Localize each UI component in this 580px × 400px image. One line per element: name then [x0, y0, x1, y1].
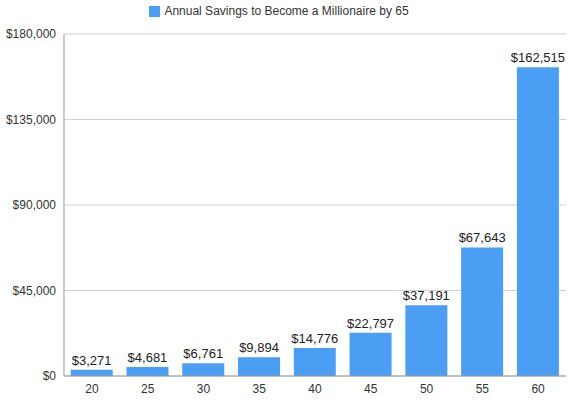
svg-text:$3,271: $3,271 [72, 353, 112, 368]
svg-text:$37,191: $37,191 [403, 288, 450, 303]
html-text:Annual Savings to Become a Mil: Annual Savings to Become a Millionaire b… [164, 4, 409, 18]
svg-text:35: 35 [253, 382, 267, 396]
svg-text:20: 20 [85, 382, 99, 396]
svg-text:$180,000: $180,000 [8, 27, 56, 41]
svg-text:45: 45 [364, 382, 378, 396]
svg-text:50: 50 [420, 382, 434, 396]
svg-text:$4,681: $4,681 [128, 350, 168, 365]
svg-text:$14,776: $14,776 [291, 331, 338, 346]
svg-text:25: 25 [141, 382, 155, 396]
svg-text:40: 40 [308, 382, 322, 396]
svg-text:$6,761: $6,761 [183, 346, 223, 361]
svg-text:$67,643: $67,643 [459, 230, 506, 245]
svg-text:$0: $0 [43, 369, 57, 383]
svg-text:$22,797: $22,797 [347, 316, 394, 331]
svg-text:$45,000: $45,000 [13, 284, 57, 298]
svg-text:55: 55 [476, 382, 490, 396]
svg-text:$135,000: $135,000 [8, 113, 56, 127]
svg-text:$162,515: $162,515 [511, 50, 565, 65]
svg-text:$90,000: $90,000 [13, 198, 57, 212]
svg-text:30: 30 [197, 382, 211, 396]
svg-text:60: 60 [531, 382, 545, 396]
svg-text:$9,894: $9,894 [239, 340, 279, 355]
